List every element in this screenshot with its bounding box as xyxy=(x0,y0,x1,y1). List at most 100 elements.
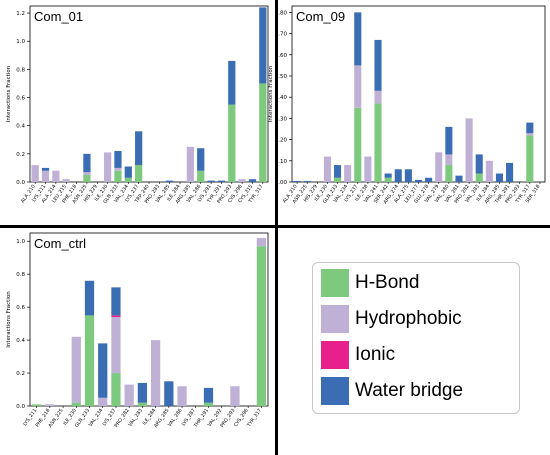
bar-water-bridge xyxy=(203,387,214,403)
bar-water-bridge xyxy=(404,169,412,182)
y-tick-label: 0.20 xyxy=(275,138,288,144)
bar-water-bridge xyxy=(207,180,215,182)
bar-hbond xyxy=(384,177,392,182)
bar-hbond xyxy=(111,373,121,406)
bar-hydrophobic xyxy=(41,170,50,182)
bar-hydrophobic xyxy=(526,133,534,136)
y-tick-label: 0.0 xyxy=(16,180,25,186)
bar-water-bridge xyxy=(164,381,174,406)
bar-hbond xyxy=(374,103,382,182)
bar-hydrophobic xyxy=(186,146,195,182)
bar-hbond xyxy=(475,173,483,182)
y-tick-label: 1.0 xyxy=(16,39,25,45)
y-tick-label: 0.50 xyxy=(275,74,288,80)
chart-title: Com_ctrl xyxy=(34,236,86,251)
bar-hbond xyxy=(256,246,267,406)
bar-hbond xyxy=(84,315,95,406)
bar-hbond xyxy=(71,402,81,406)
bar-hbond xyxy=(197,170,205,182)
bar-hbond xyxy=(354,107,362,182)
bar-ionic xyxy=(111,315,121,318)
legend-swatch-hbond xyxy=(321,269,349,297)
bar-hydrophobic xyxy=(445,154,453,166)
chart-panel-2: Com_09 0.00 0.10 0.20 0.30 0.40 0.50 0.60 0.70 0.… xyxy=(268,5,546,206)
y-axis-label: Interactions Fraction xyxy=(268,65,274,122)
bar-water-bridge xyxy=(354,12,362,66)
bar-water-bridge xyxy=(137,382,148,403)
bar-hbond xyxy=(114,170,122,182)
bar-water-bridge xyxy=(455,175,463,182)
bar-water-bridge xyxy=(303,180,311,182)
bar-water-bridge xyxy=(135,131,143,166)
bar-hydrophobic xyxy=(374,90,382,104)
bar-water-bridge xyxy=(124,166,132,178)
bar-hydrophobic xyxy=(323,156,331,182)
bar-hydrophobic xyxy=(485,160,493,182)
bar-hbond xyxy=(228,104,236,182)
bar-water-bridge xyxy=(114,151,122,168)
legend-swatch-water-bridge xyxy=(321,377,349,405)
legend-label-ionic: Ionic xyxy=(355,344,396,365)
bar-hbond xyxy=(445,165,453,182)
y-tick-label: 0.00 xyxy=(275,180,288,186)
bar-hydrophobic xyxy=(31,165,39,182)
y-tick-label: 0.30 xyxy=(275,116,288,122)
bar-water-bridge xyxy=(475,154,483,174)
bar-hydrophobic xyxy=(364,156,372,182)
legend-item-hydrophobic: Hydrophobic xyxy=(321,305,462,333)
y-tick-label: 1.2 xyxy=(16,11,25,17)
y-tick-label: 1.0 xyxy=(16,239,25,245)
bar-hydrophobic xyxy=(124,384,134,406)
bar-water-bridge xyxy=(384,173,392,178)
y-tick-label: 0.6 xyxy=(16,96,25,102)
y-tick-label: 0.2 xyxy=(16,152,25,158)
bar-water-bridge xyxy=(394,169,402,182)
bar-hydrophobic xyxy=(354,65,362,108)
legend-label-hbond: H-Bond xyxy=(355,272,420,293)
bar-hydrophobic xyxy=(111,317,121,374)
y-axis-label: Interactions Fraction xyxy=(6,291,12,348)
plot-frame xyxy=(291,5,546,183)
bar-water-bridge xyxy=(506,162,514,182)
bar-water-bridge xyxy=(526,122,534,134)
bar-water-bridge xyxy=(414,179,423,182)
bar-water-bridge xyxy=(41,167,50,171)
bar-hbond xyxy=(259,83,267,182)
bar-water-bridge xyxy=(374,39,382,91)
legend-label-water-bridge: Water bridge xyxy=(355,380,464,401)
chart-title: Com_09 xyxy=(296,9,345,24)
y-tick-label: 0.8 xyxy=(16,67,25,73)
bar-hydrophobic xyxy=(103,152,112,182)
chart-title: Com_01 xyxy=(34,9,83,24)
horizontal-divider xyxy=(0,225,550,228)
bar-water-bridge xyxy=(84,280,95,316)
bar-water-bridge xyxy=(248,179,257,182)
chart-panel-3: Com_ctrl 0.0 0.2 0.4 0.6 0.8 1.0 Interactions F… xyxy=(6,232,269,430)
bar-water-bridge xyxy=(166,180,174,182)
bar-hydrophobic xyxy=(344,165,352,182)
bar-hbond xyxy=(137,402,148,406)
bar-hbond xyxy=(83,174,91,182)
bar-hydrophobic xyxy=(45,404,55,406)
plot-frame xyxy=(29,232,269,407)
bar-water-bridge xyxy=(83,153,91,173)
y-tick-label: 0.70 xyxy=(275,32,288,38)
bar-water-bridge xyxy=(217,180,226,182)
bar-hydrophobic xyxy=(435,152,443,182)
bar-hydrophobic xyxy=(230,386,240,406)
bar-hydrophobic xyxy=(98,397,108,406)
y-tick-label: 0.0 xyxy=(16,404,25,410)
y-tick-label: 0.4 xyxy=(16,338,25,344)
y-tick-label: 0.6 xyxy=(16,305,25,311)
bar-water-bridge xyxy=(98,343,108,398)
legend-label-hydrophobic: Hydrophobic xyxy=(355,308,462,329)
chart-panel-1: Com_01 0.0 0.2 0.4 0.6 0.8 1.0 1.2 Interactions … xyxy=(6,5,269,205)
legend: H-Bond Hydrophobic Ionic Water bridge xyxy=(312,262,520,414)
bar-hydrophobic xyxy=(52,170,60,182)
bar-hbond xyxy=(203,402,214,406)
bar-hydrophobic xyxy=(62,179,70,182)
bar-water-bridge xyxy=(495,173,504,182)
bar-hbond xyxy=(333,177,342,182)
legend-item-ionic: Ionic xyxy=(321,341,395,369)
